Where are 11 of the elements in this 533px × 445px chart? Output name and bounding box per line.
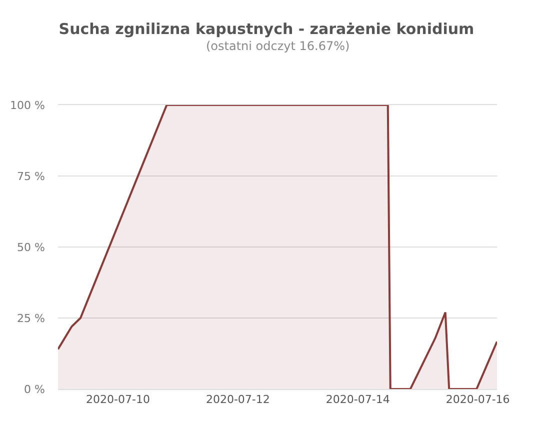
y-tick-label: 50 % [17, 240, 45, 254]
chart-title: Sucha zgnilizna kapustnych - zarażenie konidium [58, 20, 474, 38]
x-tick-label: 2020-07-10 [86, 393, 150, 406]
y-tick-label: 100 % [10, 98, 45, 112]
y-tick-label: 75 % [17, 170, 45, 183]
y-tick-label: 25 % [17, 312, 45, 325]
y-tick-label: 0 % [24, 382, 45, 396]
x-tick-label: 2020-07-12 [206, 393, 270, 406]
x-tick-label: 2020-07-16 [446, 393, 510, 406]
chart-subtitle: (ostatni odczyt 16.67%) [206, 39, 350, 53]
x-tick-label: 2020-07-14 [326, 393, 390, 406]
